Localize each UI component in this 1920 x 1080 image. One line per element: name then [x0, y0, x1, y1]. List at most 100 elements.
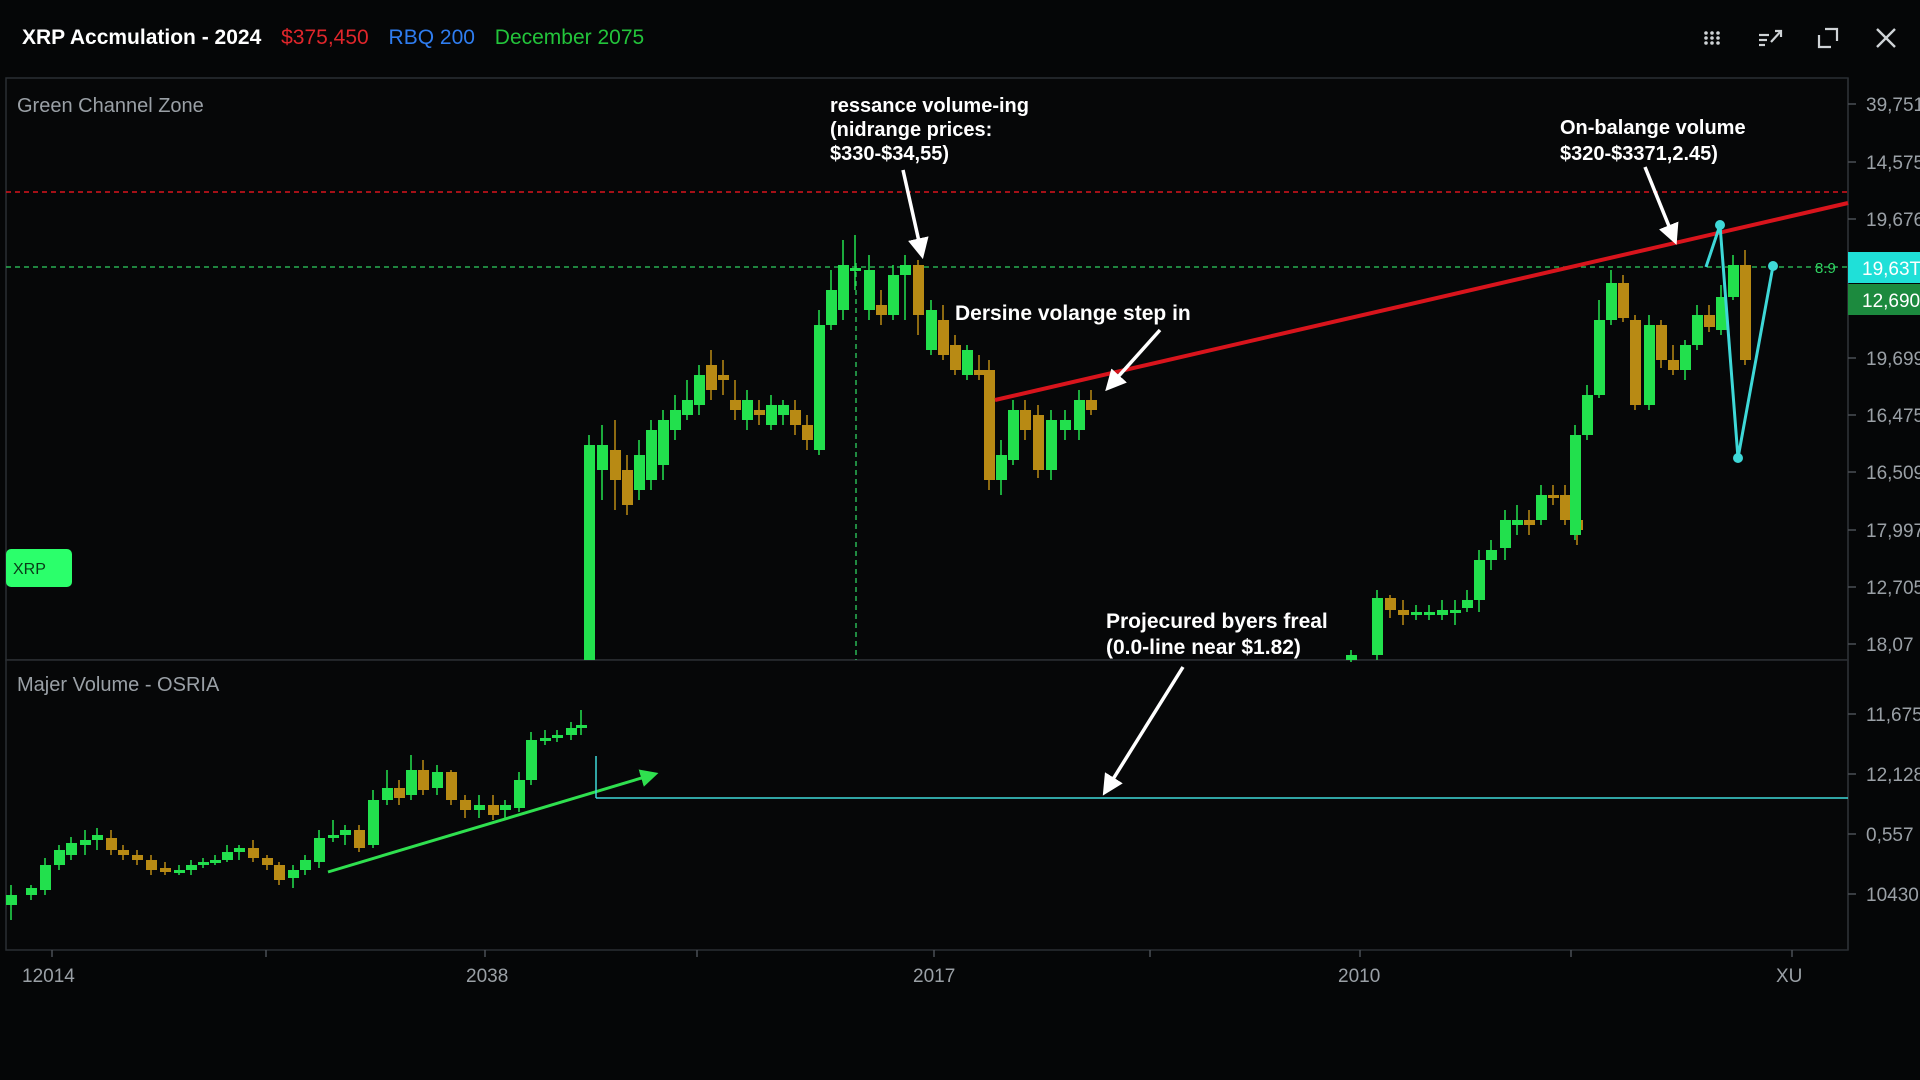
annotation-onbalance-line1: On-balange volume — [1560, 117, 1746, 139]
title-row: XRP Accmulation - 2024 $375,450 RBQ 200 … — [22, 26, 658, 50]
candle-body — [1385, 598, 1396, 610]
cyan-projection-line — [1704, 224, 1775, 459]
candle-body — [1692, 315, 1703, 345]
fullscreen-icon[interactable] — [1812, 22, 1844, 54]
candle-body — [888, 275, 899, 315]
candle-body — [210, 860, 221, 863]
candle-body — [1437, 610, 1448, 615]
candle-body — [913, 265, 924, 315]
candle-body — [540, 738, 551, 741]
candle-body — [1398, 610, 1409, 615]
candle-body — [1524, 520, 1535, 525]
upper-candles — [584, 235, 1751, 662]
grid-icon[interactable] — [1696, 22, 1728, 54]
annotation-arrow — [1643, 166, 1679, 245]
candle-body — [670, 410, 681, 430]
candle-body — [814, 325, 825, 450]
candle-body — [1606, 283, 1617, 320]
secondary-price-tag — [1848, 284, 1920, 315]
candle-body — [1074, 400, 1085, 430]
candle-body — [790, 410, 801, 425]
projection-point — [1768, 261, 1778, 271]
candle-body — [488, 805, 499, 815]
chart-header: XRP Accmulation - 2024 $375,450 RBQ 200 … — [0, 0, 1920, 78]
candle-body — [1474, 560, 1485, 600]
candle-body — [1594, 320, 1605, 395]
candle-body — [328, 835, 339, 838]
date-value: December 2075 — [494, 26, 645, 49]
candle-body — [54, 850, 65, 865]
candle-body — [766, 405, 777, 425]
candle-body — [1630, 320, 1641, 405]
candle-body — [234, 848, 245, 852]
candle-body — [876, 305, 887, 315]
annotation-projected-line1: Projecured byers freal — [1106, 610, 1328, 633]
projection-point — [1715, 220, 1725, 230]
candle-body — [1716, 297, 1727, 330]
candle-body — [1548, 495, 1559, 498]
candle-body — [174, 870, 185, 873]
candle-body — [146, 860, 157, 870]
candle-body — [566, 728, 577, 735]
candle-body — [1680, 345, 1691, 370]
candle-body — [92, 835, 103, 840]
annotation-projected-line2: (0.0-line near $1.82) — [1106, 636, 1301, 659]
candle-body — [754, 410, 765, 415]
candle-body — [730, 400, 741, 410]
candle-body — [1668, 360, 1679, 370]
close-icon[interactable] — [1870, 22, 1902, 54]
upper-panel-title: Green Channel Zone — [17, 95, 204, 117]
y-tick-label: 19,676 — [1866, 210, 1920, 231]
candle-body — [1500, 520, 1511, 548]
lower-panel-title: Majer Volume - OSRIA — [17, 674, 220, 696]
candle-body — [474, 805, 485, 810]
projection-point — [1733, 453, 1743, 463]
x-tick-label: 2010 — [1338, 966, 1380, 987]
candle-body — [838, 265, 849, 310]
lower-y-axis: 11,675 12,128 0,557 10430 — [1848, 705, 1920, 906]
candle-body — [66, 843, 77, 855]
candle-body — [718, 375, 729, 380]
upper-y-axis: 39,751 14,575 19,676 19,699 16,475 16,509 17,9… — [1848, 95, 1920, 656]
annotation-onbalance-line2: $320-$3371,2.45) — [1560, 143, 1718, 165]
candle-body — [597, 445, 608, 470]
y-tick-label: 12,705 — [1866, 578, 1920, 599]
candle-body — [584, 445, 595, 660]
candle-body — [938, 320, 949, 355]
candle-body — [460, 800, 471, 810]
lower-candles — [6, 710, 587, 920]
candle-body — [526, 740, 537, 780]
window-controls — [1696, 22, 1902, 54]
candle-body — [274, 865, 285, 880]
candle-body — [446, 772, 457, 800]
current-price-tag — [1848, 252, 1920, 283]
annotation-resistance-line2: (nidrange prices: — [830, 119, 992, 141]
candle-body — [634, 455, 645, 490]
y-tick-label: 0,557 — [1866, 825, 1914, 846]
x-tick-label: 2017 — [913, 966, 955, 987]
indicator-icon[interactable] — [1754, 22, 1786, 54]
xrp-tag-label: XRP — [13, 561, 46, 578]
y-tick-label: 19,699 — [1866, 349, 1920, 370]
y-tick-label: 12,128 — [1866, 765, 1920, 786]
candle-body — [406, 770, 417, 795]
candle-body — [974, 370, 985, 375]
candle-body — [368, 800, 379, 845]
candle-body — [418, 770, 429, 790]
candle-body — [118, 850, 129, 855]
lower-panel — [5, 659, 1849, 951]
candle-body — [864, 270, 875, 310]
y-tick-label: 10430 — [1866, 885, 1919, 906]
candle-body — [262, 858, 273, 865]
candle-body — [1372, 598, 1383, 655]
candle-body — [802, 425, 813, 440]
candle-body — [706, 365, 717, 390]
candle-body — [1462, 600, 1473, 608]
xrp-symbol-tag[interactable] — [6, 549, 72, 587]
candle-body — [1570, 435, 1581, 535]
candle-body — [186, 865, 197, 870]
candle-body — [1008, 410, 1019, 460]
y-tick-label: 17,997 — [1866, 521, 1920, 542]
candle-body — [300, 860, 311, 870]
